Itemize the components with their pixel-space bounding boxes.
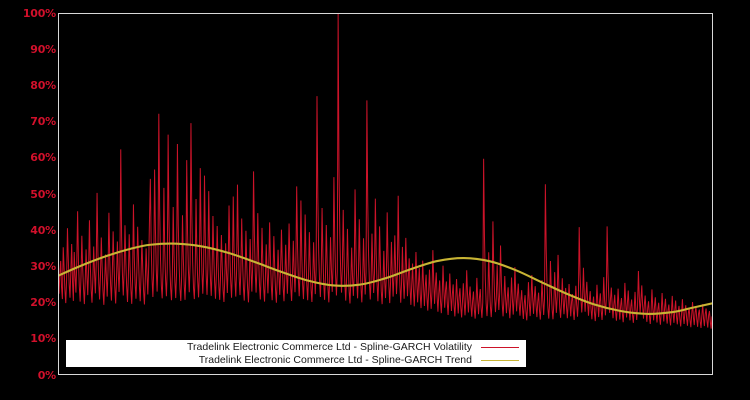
y-axis-label: 40% <box>30 223 56 237</box>
legend-label-volatility: Tradelink Electronic Commerce Ltd - Spli… <box>187 341 472 353</box>
volatility-series-group <box>59 14 712 329</box>
legend-label-trend: Tradelink Electronic Commerce Ltd - Spli… <box>198 354 472 366</box>
legend-entry-trend: Tradelink Electronic Commerce Ltd - Spli… <box>66 354 526 367</box>
y-axis-label: 20% <box>30 296 56 310</box>
y-axis-label: 50% <box>30 187 56 201</box>
y-axis-label: 10% <box>30 332 56 346</box>
plot-area <box>58 13 713 375</box>
trend-series-group <box>59 242 712 315</box>
legend-entry-volatility: Tradelink Electronic Commerce Ltd - Spli… <box>66 341 526 354</box>
y-axis-label: 100% <box>22 6 56 20</box>
legend-swatch-volatility-icon <box>481 346 519 348</box>
y-axis-label: 70% <box>30 115 56 129</box>
spline-garch-volatility-line <box>59 14 712 329</box>
y-axis-label: 0% <box>37 368 56 382</box>
series-canvas <box>59 14 712 329</box>
y-axis-tick-labels: 100% 90% 80% 70% 60% 50% 40% 30% 20% 10% 0% <box>0 0 56 400</box>
spline-garch-trend-line <box>59 242 712 315</box>
legend-swatch-trend-icon <box>481 359 519 361</box>
y-axis-label: 60% <box>30 151 56 165</box>
chart-legend: Tradelink Electronic Commerce Ltd - Spli… <box>66 340 526 367</box>
y-axis-label: 80% <box>30 78 56 92</box>
y-axis-label: 90% <box>30 42 56 56</box>
y-axis-label: 30% <box>30 259 56 273</box>
